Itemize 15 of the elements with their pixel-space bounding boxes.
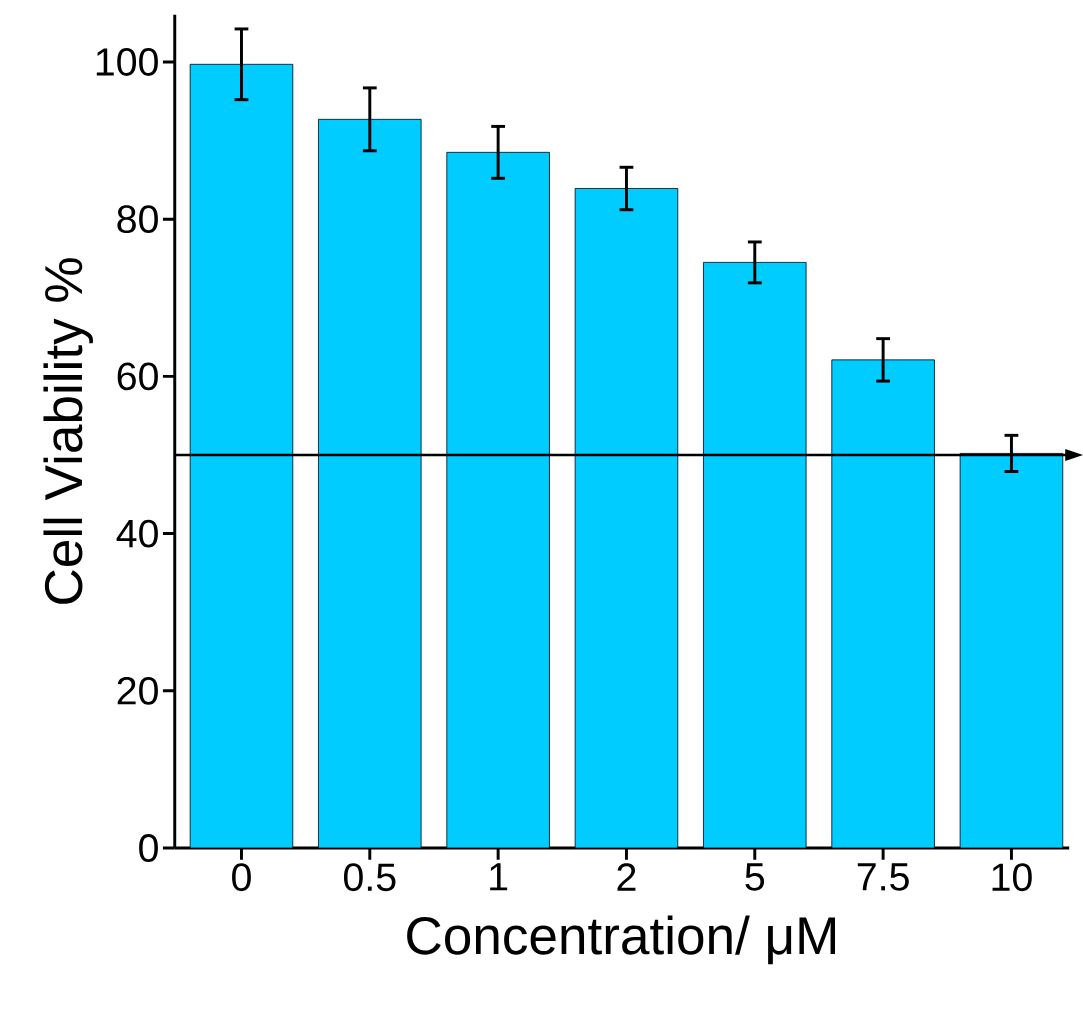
x-tick-label: 0 <box>232 863 251 892</box>
y-axis-title: Cell Viability % <box>43 258 93 604</box>
x-tick-label: 5 <box>745 863 765 891</box>
y-tick-label: 0 <box>139 834 158 862</box>
y-tick-label: 60 <box>117 362 158 391</box>
x-axis-title: Concentration/ μM <box>407 915 836 965</box>
y-tick-label: 40 <box>116 519 158 548</box>
y-tick-label: 100 <box>96 48 158 76</box>
x-tick-label: 2 <box>617 863 636 891</box>
x-tick-label: 7.5 <box>857 863 909 891</box>
x-tick-label: 10 <box>992 863 1032 892</box>
y-tick-label: 20 <box>117 676 158 705</box>
x-tick-label: 0.5 <box>344 863 396 892</box>
x-tick-label: 1 <box>490 863 508 891</box>
y-tick-label: 80 <box>117 205 158 234</box>
